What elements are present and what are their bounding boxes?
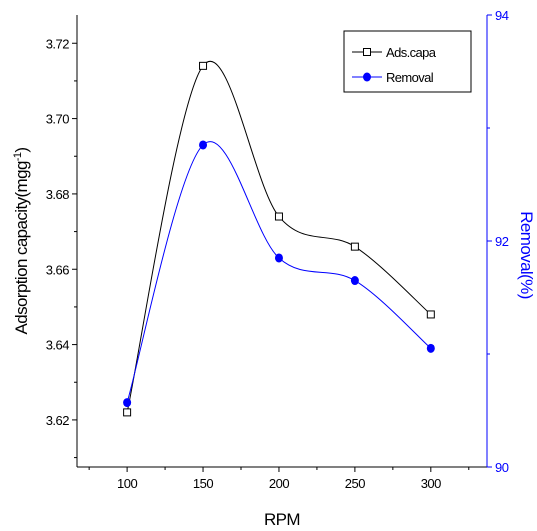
- data-point-ads-capa: [350, 242, 359, 251]
- left-y-axis-title: Adsorption capacity(mgg-1): [12, 148, 31, 335]
- left-y-tick-label: 3.72: [46, 36, 70, 51]
- left-y-tick-label: 3.68: [46, 187, 70, 202]
- data-point-ads-capa: [123, 408, 132, 417]
- right-y-tick-label: 90: [495, 460, 509, 475]
- right-y-tick-label: 92: [495, 234, 509, 249]
- data-point-removal: [199, 140, 208, 150]
- left-y-tick-label: 3.66: [46, 262, 70, 277]
- legend-label-removal: Removal: [386, 70, 434, 85]
- data-point-removal: [274, 253, 283, 263]
- x-axis-title: RPM: [264, 510, 300, 529]
- legend-marker-ads-capa: [363, 48, 371, 56]
- x-axis-ticks: 100 150 200 250 300: [88, 467, 470, 491]
- legend-marker-removal: [363, 72, 371, 82]
- data-point-removal: [123, 398, 132, 408]
- x-tick-label: 250: [345, 476, 365, 491]
- data-point-ads-capa: [199, 61, 208, 70]
- data-point-removal: [426, 343, 435, 353]
- legend: Ads.capa Removal: [343, 30, 472, 93]
- legend-label-ads-capa: Ads.capa: [386, 45, 437, 60]
- x-tick-label: 150: [193, 476, 213, 491]
- x-tick-label: 300: [421, 476, 441, 491]
- left-y-tick-label: 3.64: [46, 338, 70, 353]
- legend-box: [343, 30, 472, 93]
- x-tick-label: 100: [117, 476, 137, 491]
- series-line-ads-capa: [126, 61, 432, 413]
- series-line-removal: [126, 141, 432, 403]
- right-y-axis-title: Removal(%): [517, 211, 536, 299]
- left-y-tick-label: 3.62: [46, 413, 70, 428]
- x-tick-label: 200: [269, 476, 289, 491]
- series-markers: [123, 61, 435, 417]
- data-point-ads-capa: [426, 310, 435, 319]
- data-point-removal: [350, 276, 359, 286]
- right-y-axis-ticks: 90 92 94: [487, 8, 509, 475]
- left-y-tick-label: 3.70: [46, 112, 70, 127]
- data-point-ads-capa: [274, 212, 283, 221]
- left-y-axis-ticks: 3.62 3.64 3.66 3.68 3.70 3.72: [46, 36, 77, 459]
- right-y-tick-label: 94: [495, 8, 509, 23]
- series-lines: [126, 61, 432, 413]
